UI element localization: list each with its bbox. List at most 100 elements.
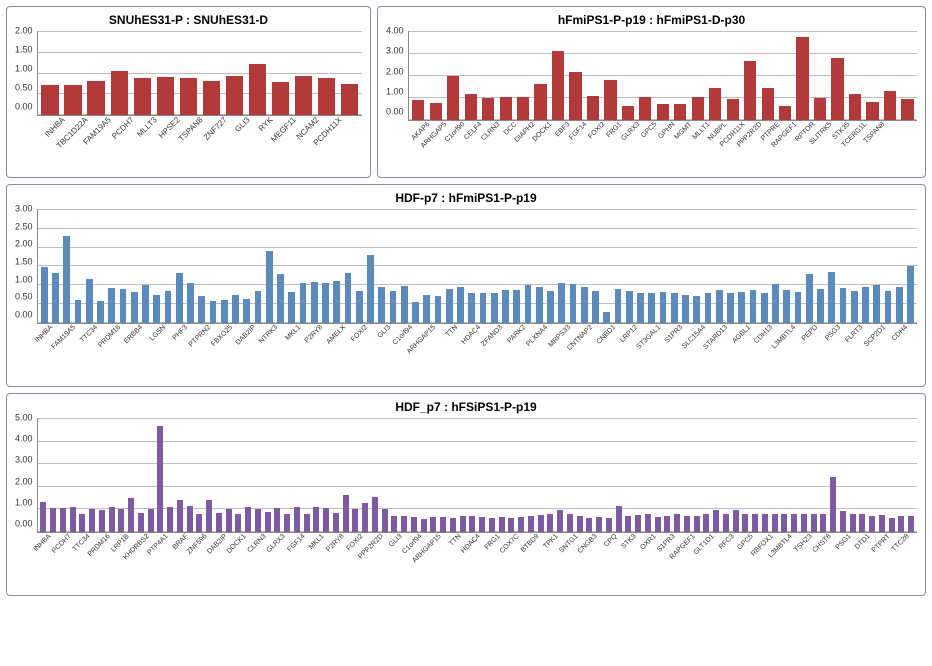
bar [762, 514, 768, 532]
bar [557, 510, 563, 532]
bar [226, 76, 243, 115]
bar [255, 291, 262, 323]
bars-container [409, 31, 917, 120]
bar [367, 255, 374, 323]
bar [99, 510, 105, 532]
bar [41, 267, 48, 323]
bar [148, 509, 154, 532]
bar [828, 272, 835, 323]
bar [111, 71, 128, 115]
bar [525, 285, 532, 323]
bar [323, 508, 329, 532]
bar [345, 273, 352, 323]
bar [86, 279, 93, 323]
bar [500, 97, 512, 120]
bar [108, 288, 115, 323]
chart-panel-hfmips1: hFmiPS1-P-p19 : hFmiPS1-D-p304.003.002.0… [377, 6, 926, 178]
bar [625, 516, 631, 532]
y-tick-label: 1.00 [15, 275, 33, 284]
x-axis-labels: INHBATBC1D22AFAM19A5PCDH7MLLT3HPSE2TSPAN… [37, 116, 362, 172]
bar [457, 287, 464, 323]
bar [547, 514, 553, 532]
bar [703, 514, 709, 532]
bar [430, 517, 436, 532]
y-axis: 5.004.003.002.001.000.00 [15, 418, 37, 533]
bar [382, 509, 388, 532]
y-tick-label: 2.00 [15, 477, 33, 486]
bar [318, 78, 335, 115]
y-tick-label: 1.00 [386, 87, 404, 96]
bar [528, 516, 534, 532]
bar [167, 507, 173, 532]
bar [814, 98, 826, 120]
bar [153, 295, 160, 324]
x-axis-labels: AKAP6ARHGAP5C1orf90CELF4CLRN3DCCDIAPH2DO… [408, 121, 917, 173]
bar [226, 509, 232, 532]
bar [446, 289, 453, 323]
bar [587, 96, 599, 120]
bar [352, 509, 358, 532]
bar [884, 91, 896, 120]
bar [341, 84, 358, 115]
bar [604, 80, 616, 120]
bar [311, 282, 318, 323]
bar [709, 88, 721, 120]
bar [674, 514, 680, 532]
bar [577, 516, 583, 532]
bar [423, 295, 430, 323]
bar [412, 100, 424, 120]
bar [552, 51, 564, 120]
bar [390, 291, 397, 323]
bar [569, 72, 581, 121]
bar [491, 293, 498, 323]
bar [750, 290, 757, 323]
y-tick-label: 0.00 [386, 108, 404, 117]
bar [517, 97, 529, 120]
bar [118, 509, 124, 532]
y-tick-label: 0.50 [15, 293, 33, 302]
bar [333, 281, 340, 323]
bar [333, 513, 339, 532]
bar [176, 273, 183, 323]
bar [157, 77, 174, 115]
y-tick-label: 5.00 [15, 414, 33, 423]
bar [692, 97, 704, 120]
bar [243, 299, 250, 323]
bar [879, 515, 885, 532]
chart-body: 4.003.002.001.000.00 [386, 31, 917, 121]
bar [693, 296, 700, 323]
bar [89, 509, 95, 532]
bar [401, 286, 408, 323]
bar [622, 106, 634, 120]
plot-area [37, 418, 917, 533]
bar [468, 293, 475, 323]
bar [435, 296, 442, 323]
bar [866, 102, 878, 120]
bar [705, 293, 712, 323]
bar [671, 293, 678, 323]
bar [187, 506, 193, 532]
chart-title: hFmiPS1-P-p19 : hFmiPS1-D-p30 [386, 13, 917, 27]
bar [869, 516, 875, 532]
bar [138, 513, 144, 532]
y-axis: 4.003.002.001.000.00 [386, 31, 408, 121]
bar [255, 509, 261, 532]
bar [109, 507, 115, 532]
bar [232, 295, 239, 323]
bar [210, 301, 217, 323]
bar [277, 274, 284, 323]
bar [313, 507, 319, 532]
y-axis: 2.001.501.000.500.00 [15, 31, 37, 116]
bar [300, 283, 307, 323]
bar [180, 78, 197, 115]
y-tick-label: 1.50 [15, 46, 33, 55]
chart-title: HDF-p7 : hFmiPS1-P-p19 [15, 191, 917, 205]
bar [465, 94, 477, 120]
bar [898, 516, 904, 532]
y-axis: 3.002.502.001.501.000.500.00 [15, 209, 37, 324]
bar [235, 514, 241, 532]
bar [547, 291, 554, 323]
chart-panel-snuhes31: SNUhES31-P : SNUhES31-D2.001.501.000.500… [6, 6, 371, 178]
bar [744, 61, 756, 120]
bar [206, 500, 212, 532]
